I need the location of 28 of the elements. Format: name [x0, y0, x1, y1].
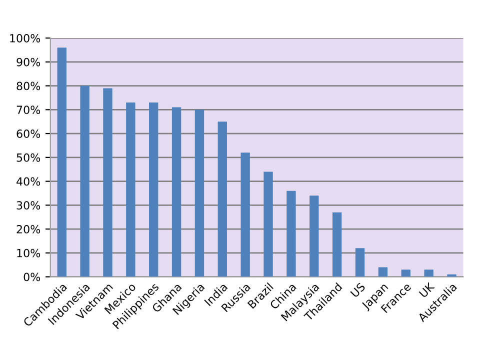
- bar: [57, 48, 66, 277]
- bar: [103, 88, 112, 277]
- bar: [286, 190, 296, 277]
- y-tick-label: 80%: [16, 82, 40, 90]
- bar: [424, 270, 434, 277]
- y-tick-label: 0%: [24, 272, 40, 282]
- bar: [149, 102, 158, 277]
- y-tick-label: 60%: [16, 130, 40, 138]
- y-tick-label: 100%: [10, 34, 40, 42]
- bar: [401, 270, 410, 277]
- y-tick-label: 20%: [16, 225, 40, 234]
- y-tick-label: 40%: [16, 177, 40, 186]
- y-tick-label: 10%: [17, 248, 40, 258]
- bar: [310, 196, 319, 277]
- bar: [80, 86, 90, 277]
- y-tick-label: 90%: [16, 58, 40, 66]
- y-tick-label: 70%: [16, 106, 40, 114]
- bar: [240, 152, 250, 277]
- bar: [218, 122, 227, 277]
- y-tick-label: 50%: [16, 153, 40, 162]
- bar: [172, 107, 182, 277]
- y-tick-label: 30%: [16, 201, 40, 210]
- bar: [264, 172, 273, 277]
- bar: [126, 102, 136, 277]
- bar: [194, 110, 204, 277]
- bar: [378, 267, 388, 277]
- bar: [355, 248, 365, 277]
- bar: [332, 212, 342, 277]
